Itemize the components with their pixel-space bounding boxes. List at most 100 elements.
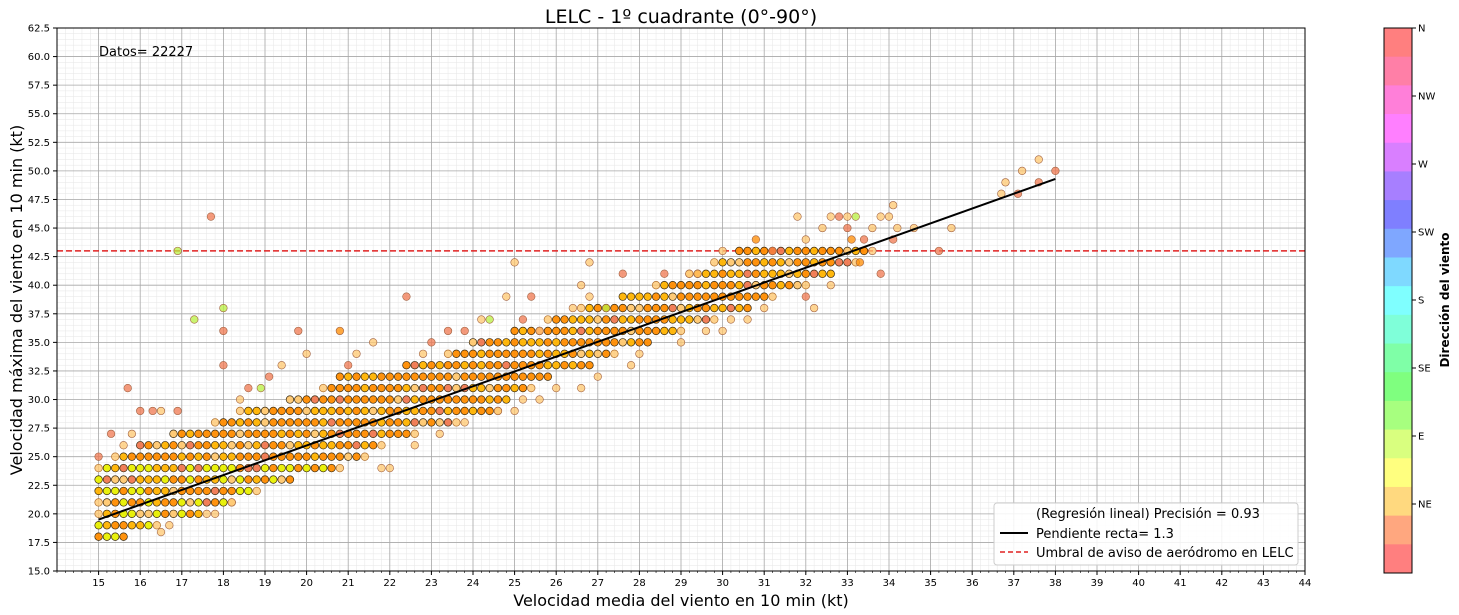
data-point <box>152 452 161 461</box>
data-point <box>743 292 752 301</box>
data-point <box>360 406 369 416</box>
data-point <box>335 441 345 450</box>
data-point <box>136 475 145 484</box>
data-point <box>277 418 286 427</box>
data-point <box>352 372 361 381</box>
data-point <box>202 429 211 438</box>
data-point <box>477 338 486 347</box>
data-point <box>369 406 378 416</box>
data-point <box>244 429 253 438</box>
y-tick-label: 55.0 <box>28 109 50 120</box>
data-point <box>244 452 253 461</box>
data-point <box>443 418 453 427</box>
data-point <box>618 315 627 324</box>
data-point <box>173 246 182 256</box>
data-point <box>751 258 761 267</box>
data-point <box>219 463 228 473</box>
data-point <box>402 395 411 404</box>
data-point <box>751 235 760 244</box>
data-points <box>94 155 1060 541</box>
data-point <box>269 475 278 484</box>
data-point <box>344 418 353 427</box>
data-point <box>152 475 161 484</box>
data-point <box>377 441 386 450</box>
x-tick-label: 24 <box>467 578 480 589</box>
data-point <box>177 441 186 450</box>
x-tick-label: 35 <box>924 578 937 589</box>
data-count-annotation: Datos= 22227 <box>99 45 193 60</box>
data-point <box>152 463 161 473</box>
colorbar-segment <box>1384 314 1412 345</box>
x-tick-label: 32 <box>799 578 812 589</box>
data-point <box>577 338 586 347</box>
data-point <box>327 452 336 461</box>
data-point <box>319 383 328 393</box>
data-point <box>335 326 344 336</box>
colorbar-segment <box>1384 228 1412 258</box>
data-point <box>510 258 519 267</box>
data-point <box>493 361 503 370</box>
data-point <box>152 486 161 496</box>
data-point <box>477 315 486 324</box>
x-tick-label: 34 <box>883 578 896 589</box>
data-point <box>194 509 203 518</box>
data-point <box>385 464 394 473</box>
data-point <box>260 418 270 427</box>
data-point <box>410 361 419 370</box>
data-point <box>435 418 444 427</box>
data-point <box>947 223 956 233</box>
colorbar-segment <box>1384 85 1412 115</box>
data-point <box>319 395 328 404</box>
data-point <box>443 383 453 393</box>
data-point <box>552 383 561 393</box>
data-point <box>485 338 494 347</box>
data-point <box>119 532 128 541</box>
data-point <box>726 258 736 267</box>
data-point <box>535 372 544 381</box>
data-point <box>834 258 844 267</box>
data-point <box>776 281 785 290</box>
data-point <box>735 258 744 267</box>
data-point <box>344 372 353 381</box>
data-point <box>776 246 785 256</box>
data-point <box>493 395 503 404</box>
data-point <box>485 349 494 358</box>
data-point <box>859 235 869 244</box>
data-point <box>360 441 369 450</box>
data-point <box>310 463 320 473</box>
data-point <box>527 349 536 358</box>
data-point <box>660 292 669 301</box>
y-tick-label: 15.0 <box>28 567 50 578</box>
data-point <box>1001 178 1010 187</box>
data-point <box>552 338 561 347</box>
data-point <box>693 292 702 301</box>
data-point <box>518 315 528 324</box>
data-point <box>210 486 220 496</box>
y-tick-label: 17.5 <box>28 538 50 549</box>
data-point <box>510 326 519 336</box>
data-point <box>265 372 274 381</box>
data-point <box>818 246 827 256</box>
data-point <box>335 372 345 381</box>
data-point <box>227 418 236 427</box>
data-point <box>227 452 236 461</box>
data-point <box>601 315 611 324</box>
data-point <box>144 452 153 461</box>
data-point <box>776 258 785 267</box>
data-point <box>227 498 236 507</box>
data-point <box>485 406 494 416</box>
data-point <box>185 498 195 507</box>
data-point <box>161 498 170 507</box>
data-point <box>219 498 228 507</box>
data-point <box>810 303 819 313</box>
x-tick-label: 31 <box>758 578 771 589</box>
x-tick-label: 28 <box>633 578 646 589</box>
data-point <box>443 361 453 370</box>
colorbar-segment <box>1384 458 1412 488</box>
data-point <box>785 281 794 290</box>
data-point <box>826 246 835 256</box>
data-point <box>635 349 644 358</box>
data-point <box>94 498 103 507</box>
data-point <box>577 315 586 324</box>
data-point <box>185 441 195 450</box>
